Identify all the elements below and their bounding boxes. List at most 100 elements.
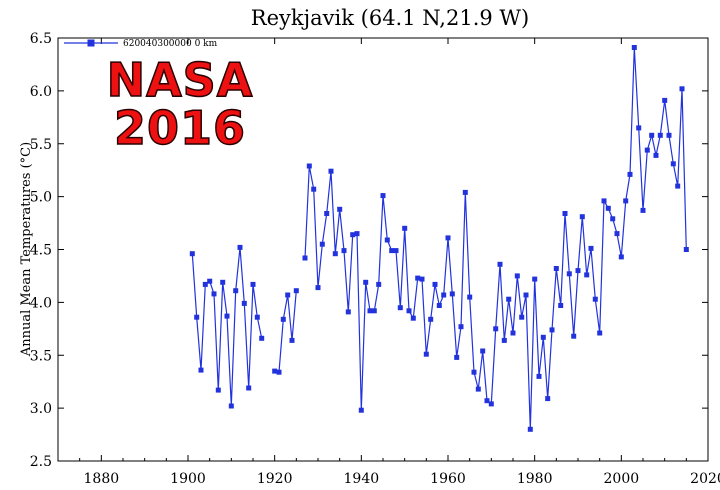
data-point (462, 189, 468, 195)
data-point (384, 237, 390, 243)
data-point (194, 314, 200, 320)
x-tick-label: 1900 (170, 471, 206, 486)
data-point (350, 232, 356, 238)
data-point (558, 303, 564, 308)
data-point (506, 296, 512, 302)
stamp-line-2: 2016 (113, 101, 247, 155)
data-point (436, 303, 442, 308)
axis-ticks: 1880 1900 1920 1940 1960 1980 2000 2020 2.5 3.0 3.… (30, 31, 720, 487)
y-tick-label: 5.5 (30, 137, 52, 153)
y-tick-label: 2.5 (30, 454, 52, 470)
data-point (389, 248, 395, 254)
data-point (415, 275, 421, 281)
data-point (328, 168, 334, 174)
data-point (397, 305, 403, 311)
data-point (501, 337, 507, 343)
data-point (484, 398, 490, 404)
data-point (341, 248, 347, 254)
data-point (215, 387, 221, 393)
data-point (471, 369, 477, 375)
data-point (610, 216, 616, 222)
data-point (233, 288, 239, 294)
data-point (532, 276, 538, 282)
data-point (419, 276, 425, 282)
x-tick-label: 2000 (604, 471, 640, 486)
data-point (302, 255, 308, 261)
data-point (540, 334, 546, 340)
data-point (514, 273, 520, 279)
data-point (441, 292, 447, 298)
data-point (228, 403, 234, 409)
y-tick-label: 5.0 (30, 190, 52, 206)
legend-label: 620040300000 0 km (123, 39, 218, 49)
data-point (523, 292, 529, 298)
stamp-line-1: NASA (106, 53, 254, 107)
data-point (644, 147, 650, 153)
x-tick-label: 1960 (430, 471, 466, 486)
data-point (332, 251, 338, 257)
nasa-2016-stamp: NASA 2016 (100, 53, 260, 155)
data-point (467, 294, 473, 300)
data-point (588, 245, 594, 251)
data-point (445, 235, 451, 241)
data-point (259, 335, 265, 341)
data-point (358, 407, 364, 413)
data-point (592, 296, 598, 302)
chart-title: Reykjavik (64.1 N,21.9 W) (251, 6, 529, 30)
data-point (345, 309, 351, 315)
data-point (579, 214, 585, 220)
data-point (605, 205, 611, 211)
data-point (475, 386, 481, 392)
data-point (423, 351, 429, 357)
data-point (319, 241, 325, 247)
data-point (254, 314, 260, 320)
data-point (575, 268, 581, 274)
data-point (458, 324, 464, 330)
data-point (649, 132, 655, 138)
series-line (191, 247, 263, 407)
data-point (285, 292, 291, 298)
data-point (289, 337, 295, 343)
data-point (640, 207, 646, 213)
data-point (306, 163, 312, 169)
data-point (636, 125, 642, 131)
y-tick-label: 3.0 (30, 401, 52, 417)
data-point (666, 132, 672, 138)
data-point (246, 385, 252, 391)
data-point (553, 266, 559, 271)
y-tick-label: 4.5 (30, 243, 52, 259)
data-point (601, 198, 607, 204)
y-tick-label: 4.0 (30, 295, 52, 311)
data-point (597, 330, 603, 336)
data-point (493, 326, 499, 332)
data-point (311, 186, 317, 192)
data-point (488, 401, 494, 407)
x-tick-label: 1980 (517, 471, 553, 486)
x-tick-label: 2020 (690, 471, 720, 486)
data-point (549, 327, 555, 333)
data-point (566, 271, 572, 277)
data-point (657, 132, 663, 138)
data-point (519, 314, 525, 320)
legend-marker (87, 39, 95, 47)
data-point (497, 261, 503, 267)
data-point (675, 183, 681, 189)
data-point (480, 348, 486, 354)
series-line (274, 290, 297, 373)
data-point (198, 367, 204, 373)
data-point (449, 291, 455, 297)
legend: 620040300000 0 km (64, 39, 218, 49)
data-point (402, 225, 408, 231)
data-point (363, 279, 369, 285)
y-tick-label: 3.5 (30, 348, 52, 364)
data-point (536, 373, 542, 379)
data-point (189, 251, 195, 257)
data-point (679, 86, 685, 92)
data-point (354, 231, 360, 237)
x-tick-label: 1940 (344, 471, 380, 486)
data-point (371, 308, 377, 314)
data-point (280, 316, 286, 322)
data-point (410, 315, 416, 321)
data-point (584, 272, 590, 278)
